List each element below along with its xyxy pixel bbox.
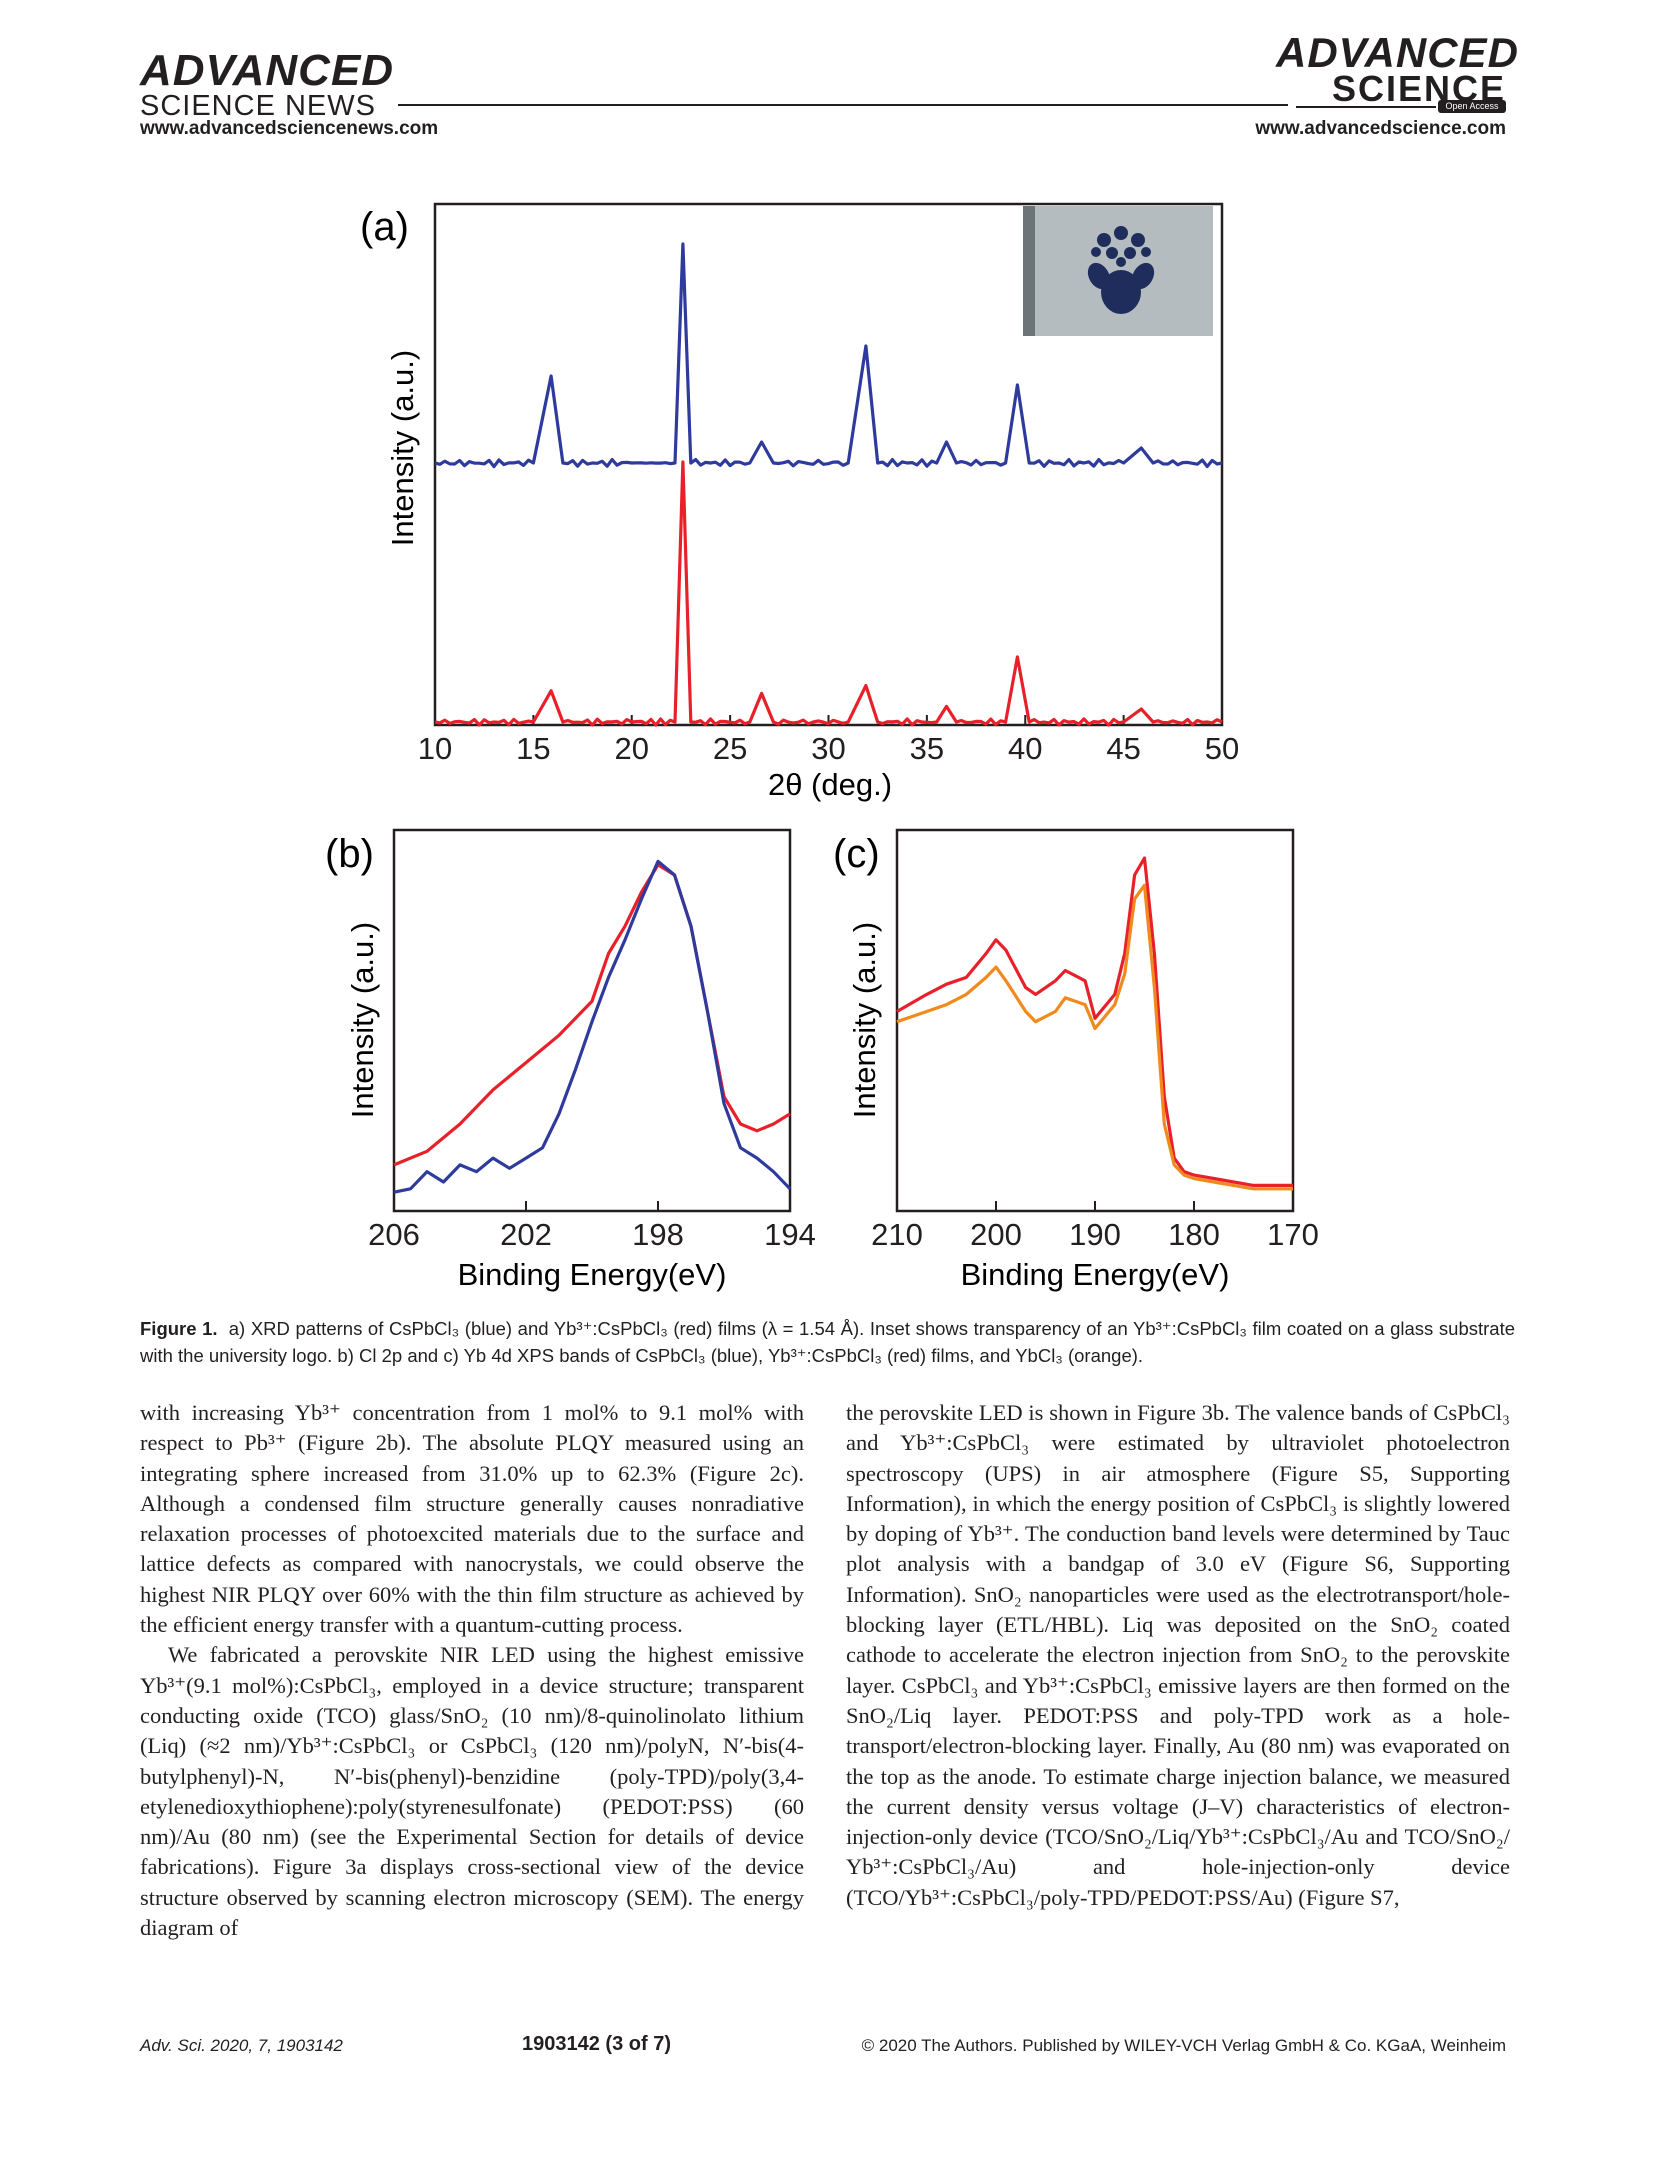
panel-c-frame — [895, 828, 1295, 1213]
journal-logo-right: ADVANCED SCIENCE Open Access — [1276, 29, 1519, 114]
panel-b-ylabel: Intensity (a.u.) — [345, 922, 380, 1118]
panel-c-lines — [896, 856, 1293, 1191]
panel-c-xlabel: Binding Energy(eV) — [961, 1257, 1230, 1292]
panel-b-series-1-line — [393, 859, 792, 1194]
panel-a-tick-label-10: 10 — [418, 731, 452, 766]
footer-page-number: 1903142 (3 of 7) — [522, 2033, 671, 2055]
logo-science-news-text: SCIENCE NEWS — [140, 90, 376, 122]
figure-caption-label: Figure 1. — [140, 1318, 218, 1339]
panel-c-series-1-line — [896, 883, 1293, 1191]
header-rule — [398, 104, 1288, 106]
left-paragraph-1: with increasing Yb³⁺ concentration from … — [140, 1400, 804, 1638]
panel-a-series-1-line — [434, 460, 1223, 727]
panel-a-tick-label-15: 15 — [516, 731, 550, 766]
left-paragraph-2: We fabricated a perovskite NIR LED using… — [140, 1642, 804, 1941]
figure-caption-text: a) XRD patterns of CsPbCl₃ (blue) and Yb… — [140, 1318, 1515, 1366]
panel-c-tick-label-210: 210 — [871, 1217, 923, 1252]
panel-b-frame — [392, 828, 792, 1213]
university-logo-icon — [1087, 226, 1155, 314]
panel-c-series-0-line — [896, 856, 1293, 1187]
panel-c-x-ticks: 210 200 190 180 170 — [871, 1201, 1319, 1252]
panel-b-xlabel: Binding Energy(eV) — [458, 1257, 727, 1292]
panel-c-tick-label-200: 200 — [970, 1217, 1022, 1252]
panel-c-tick-label-190: 190 — [1069, 1217, 1121, 1252]
journal-logo-left: ADVANCED SCIENCE NEWS — [140, 46, 400, 122]
panel-a-tick-label-35: 35 — [910, 731, 944, 766]
panel-a-tick-label-45: 45 — [1106, 731, 1140, 766]
panel-b-lines — [393, 859, 792, 1194]
panel-b-series-0-line — [393, 863, 791, 1167]
panel-a-tick-label-40: 40 — [1008, 731, 1042, 766]
panel-a-lines — [434, 242, 1223, 727]
open-access-badge: Open Access — [1438, 100, 1506, 113]
panel-a-tick-label-50: 50 — [1205, 731, 1239, 766]
panel-b-x-ticks: 206 202 198 194 — [368, 1201, 816, 1252]
panel-a-series-0-line — [434, 242, 1223, 469]
panel-c-label: (c) — [833, 832, 880, 876]
panel-a-tick-label-20: 20 — [615, 731, 649, 766]
logo-advanced-right: ADVANCED — [1276, 29, 1519, 76]
panel-c-tick-label-170: 170 — [1267, 1217, 1319, 1252]
inset-photo — [1023, 206, 1213, 336]
panel-a-tick-label-30: 30 — [811, 731, 845, 766]
panel-b-tick-label-202: 202 — [500, 1217, 552, 1252]
footer-copyright: © 2020 The Authors. Published by WILEY-V… — [861, 2036, 1506, 2055]
panel-c-tick-label-180: 180 — [1168, 1217, 1220, 1252]
left-url-link[interactable]: www.advancedsciencenews.com — [140, 118, 439, 139]
figure-caption: Figure 1. a) XRD patterns of CsPbCl₃ (bl… — [140, 1315, 1515, 1369]
panel-b-tick-label-194: 194 — [764, 1217, 816, 1252]
panel-a-label: (a) — [360, 205, 409, 249]
panel-b-tick-label-206: 206 — [368, 1217, 420, 1252]
logo-advanced-text: ADVANCED — [140, 46, 395, 95]
right-paragraph-1: the perovskite LED is shown in Figure 3b… — [846, 1400, 1510, 1910]
body-column-left: with increasing Yb³⁺ concentration from … — [140, 1398, 804, 1943]
panel-a-xlabel: 2θ (deg.) — [768, 767, 892, 802]
right-url-link[interactable]: www.advancedscience.com — [1255, 118, 1506, 139]
figure-1: (a) Intensity (a.u.) 2θ (deg.) 10 15 20 25 3… — [325, 202, 1319, 1292]
panel-a-tick-label-25: 25 — [713, 731, 747, 766]
open-access-bar: Open Access — [1296, 100, 1506, 113]
panel-b-label: (b) — [325, 832, 374, 876]
body-column-right: the perovskite LED is shown in Figure 3b… — [846, 1398, 1510, 1913]
panel-a-ylabel: Intensity (a.u.) — [385, 350, 420, 546]
panel-b-tick-label-198: 198 — [632, 1217, 684, 1252]
footer-journal: Adv. Sci. 2020, 7, 1903142 — [140, 2036, 343, 2055]
panel-a-x-ticks: 10 15 20 25 30 35 40 45 50 — [418, 715, 1239, 766]
panel-c-ylabel: Intensity (a.u.) — [847, 922, 882, 1118]
